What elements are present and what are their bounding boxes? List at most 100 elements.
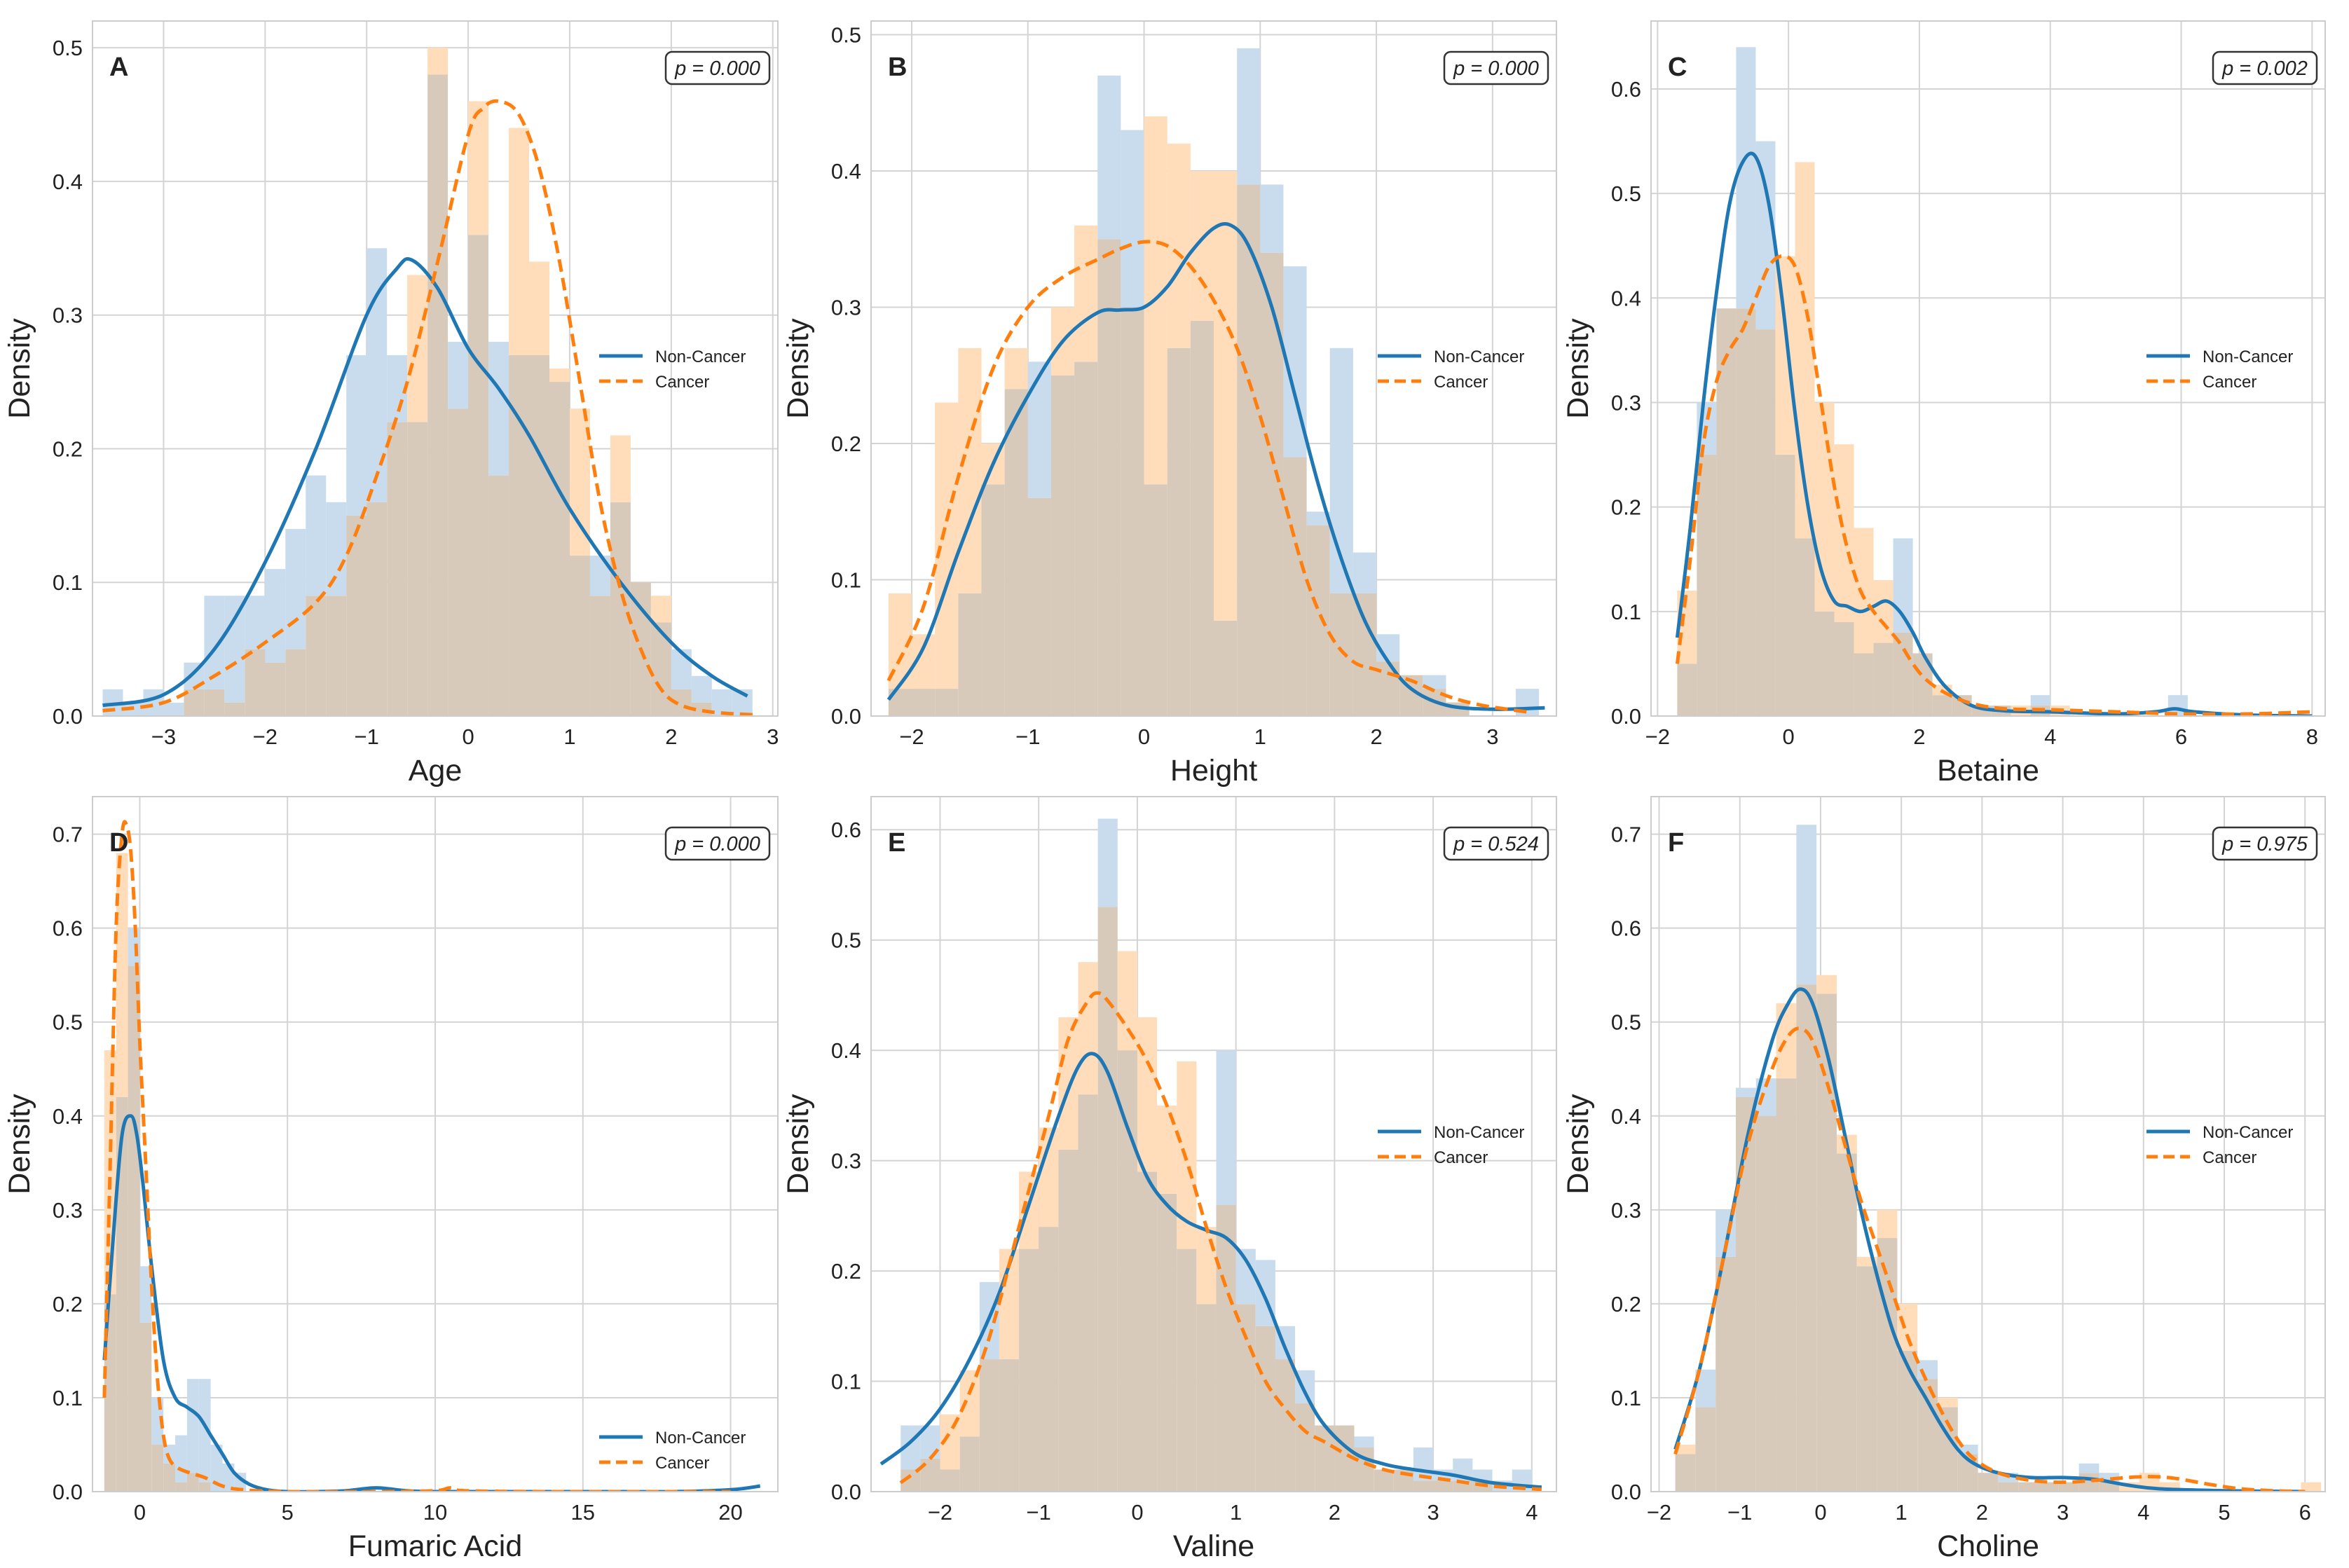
hist-bar-overlap [1137,1171,1158,1492]
y-axis-label: Density [3,1094,36,1195]
kde-line-non-cancer [879,1052,1542,1490]
y-tick-label: 0.7 [53,823,83,847]
hist-bar-non-cancer [488,341,509,476]
hist-bar-cancer [468,101,489,235]
histograms [1677,47,2188,716]
y-tick-label: 0.2 [1611,495,1641,520]
x-tick-label: 0 [134,1500,146,1525]
y-tick-label: 0.1 [1611,1386,1641,1410]
hist-bar-overlap [979,1359,999,1492]
y-axis-label: Density [1561,1094,1595,1195]
plot-frame [870,20,1557,717]
hist-bar-non-cancer [1354,1436,1374,1448]
hist-bar-overlap [1097,239,1121,716]
hist-bar-overlap [151,1444,164,1492]
hist-bar-non-cancer [265,569,286,663]
y-tick-label: 0.0 [831,1480,861,1504]
hist-bar-non-cancer [1306,511,1330,525]
hist-bar-overlap [2099,1482,2120,1492]
x-tick-label: 5 [2218,1500,2230,1525]
legend: Non-Cancer Cancer [1378,1123,1524,1167]
hist-bar-overlap [1167,348,1191,716]
legend-label: Non-Cancer [1434,348,1524,366]
kde-line-non-cancer [1675,151,2313,716]
hist-bar-overlap [1039,1227,1059,1492]
hist-bar-cancer [650,596,671,623]
hist-bar-non-cancer [198,1379,211,1483]
hist-bar-cancer [1167,144,1191,348]
x-axis-label: Height [1170,754,1257,788]
p-value-box [664,50,771,85]
histograms [1675,825,2322,1492]
hist-bar-overlap [163,1463,176,1492]
y-tick-label: 0.5 [831,22,861,47]
hist-bar-non-cancer [1260,184,1284,253]
hist-bar-overlap [1004,389,1028,716]
y-tick-label: 0.2 [53,436,83,461]
p-value-label: p = 0.000 [674,833,760,855]
hist-bar-non-cancer [1472,1469,1493,1481]
hist-bar-overlap [1796,984,1817,1492]
p-value-box [1443,50,1549,85]
p-value-label: p = 0.000 [674,57,760,80]
hist-bar-overlap [387,422,408,716]
legend-label: Non-Cancer [2203,348,2293,366]
x-axis-label: Choline [1937,1529,2039,1563]
x-tick-label: 4 [2044,724,2056,749]
kde-line-cancer [899,991,1542,1492]
hist-bar-overlap [1755,1115,1776,1492]
y-tick-label: 0.5 [53,36,83,60]
hist-bar-non-cancer [175,1435,187,1483]
hist-bar-overlap [959,1436,980,1492]
tick-labels: −2 −1 0 1 2 3 0.0 0.1 0.2 0.3 0.4 0.5 [831,22,1499,749]
y-tick-label: 0.2 [1611,1292,1641,1316]
hist-bar-overlap [128,965,140,1492]
x-tick-label: 2 [665,724,677,749]
hist-bar-overlap [1675,1454,1696,1492]
panel-a: −3 −2 −1 0 1 2 3 0.0 0.1 0.2 0.3 0.4 0.5 Age Density A p… [3,20,779,788]
y-tick-label: 0.5 [1611,181,1641,206]
y-tick-label: 0.4 [53,170,83,194]
hist-bar-overlap [1027,497,1051,716]
hist-bar-cancer [1196,1227,1217,1305]
hist-bar-overlap [935,689,959,716]
hist-bar-overlap [2039,1482,2059,1492]
panel-label: E [888,828,905,858]
y-axis-label: Density [781,318,815,419]
hist-bar-overlap [1677,663,1697,716]
hist-bar-overlap [427,74,448,716]
y-axis-label: Density [781,1094,815,1195]
legend-label: Cancer [2203,373,2256,392]
tick-labels: −3 −2 −1 0 1 2 3 0.0 0.1 0.2 0.3 0.4 0.5 [53,36,779,749]
hist-bar-non-cancer [128,928,140,966]
panel-f: −2 −1 0 1 2 3 4 5 6 0.0 0.1 0.2 0.3 0.4 0.5 0.6 0.7 Choli… [1561,796,2326,1563]
hist-bar-cancer [1074,225,1098,362]
x-tick-label: 10 [423,1500,447,1525]
hist-bar-overlap [1795,538,1815,716]
hist-bar-overlap [1877,1238,1898,1492]
y-tick-label: 0.4 [1611,286,1641,310]
hist-bar-overlap [1329,593,1353,716]
hist-bar-overlap [1121,307,1144,716]
panel-d: 0 5 10 15 20 0.0 0.1 0.2 0.3 0.4 0.5 0.6 0.7 Fumaric … [3,796,779,1563]
hist-bar-cancer [1078,962,1098,1095]
hist-bar-cancer [1834,444,1854,622]
x-tick-label: 5 [282,1500,294,1525]
x-tick-label: 15 [571,1500,595,1525]
hist-bar-overlap [1214,620,1238,716]
x-tick-label: −1 [355,724,379,749]
hist-bar-overlap [569,556,590,716]
hist-bar-non-cancer [1237,48,1261,185]
hist-bar-non-cancer [1097,818,1118,907]
panel-label: A [109,53,128,82]
hist-bar-non-cancer [245,596,266,649]
hist-bar-overlap [1216,1204,1236,1492]
x-tick-label: 3 [1486,724,1498,749]
hist-bar-overlap [1078,1094,1098,1492]
hist-bar-non-cancer [139,1266,152,1323]
x-tick-label: −3 [151,724,176,749]
hist-bar-cancer [116,853,128,1097]
hist-bar-cancer [529,261,549,355]
hist-bar-overlap [912,689,936,716]
